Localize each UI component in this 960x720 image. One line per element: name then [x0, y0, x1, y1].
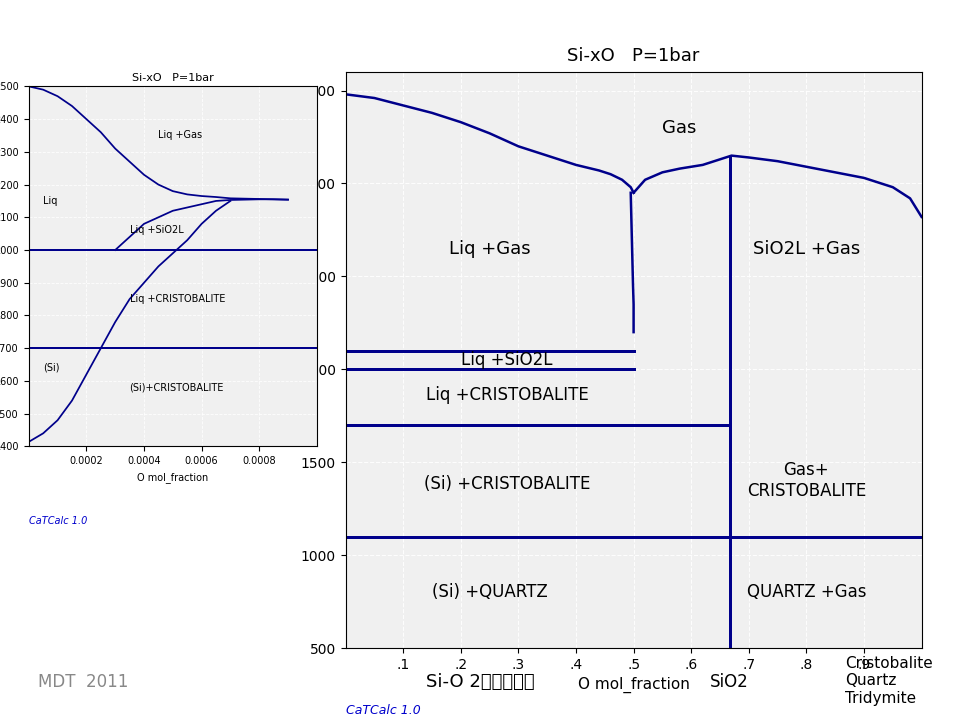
Text: Liq +SiO2L: Liq +SiO2L: [130, 225, 183, 235]
Text: QUARTZ +Gas: QUARTZ +Gas: [747, 583, 866, 601]
Text: Gas: Gas: [662, 119, 697, 137]
Text: Liq +Gas: Liq +Gas: [158, 130, 203, 140]
Text: Gas+
CRISTOBALITE: Gas+ CRISTOBALITE: [747, 462, 866, 500]
X-axis label: O mol_fraction: O mol_fraction: [137, 472, 208, 482]
Text: Cristobalite
Quartz
Tridymite: Cristobalite Quartz Tridymite: [845, 656, 932, 706]
X-axis label: O mol_fraction: O mol_fraction: [578, 678, 689, 693]
Text: (Si) +QUARTZ: (Si) +QUARTZ: [432, 583, 547, 601]
Text: Liq: Liq: [43, 196, 58, 206]
Title: Si-xO   P=1bar: Si-xO P=1bar: [567, 47, 700, 65]
Text: Liq +CRISTOBALITE: Liq +CRISTOBALITE: [130, 294, 225, 304]
Text: CaTCalc 1.0: CaTCalc 1.0: [29, 516, 87, 526]
Text: MDT  2011: MDT 2011: [38, 673, 129, 691]
Text: Liq +CRISTOBALITE: Liq +CRISTOBALITE: [425, 387, 588, 405]
Title: Si-xO   P=1bar: Si-xO P=1bar: [132, 73, 214, 83]
Text: (Si)+CRISTOBALITE: (Si)+CRISTOBALITE: [130, 382, 224, 392]
Text: SiO2: SiO2: [710, 673, 749, 691]
Text: Liq +SiO2L: Liq +SiO2L: [461, 351, 553, 369]
Y-axis label: T /K: T /K: [280, 346, 295, 374]
Text: Liq +Gas: Liq +Gas: [448, 240, 531, 258]
Text: SiO2L +Gas: SiO2L +Gas: [753, 240, 860, 258]
Text: CaTCalc 1.0: CaTCalc 1.0: [346, 704, 420, 717]
Text: (Si) +CRISTOBALITE: (Si) +CRISTOBALITE: [423, 475, 590, 493]
Text: (Si): (Si): [43, 363, 60, 373]
Text: Si-O 2元系状態図: Si-O 2元系状態図: [425, 673, 535, 691]
